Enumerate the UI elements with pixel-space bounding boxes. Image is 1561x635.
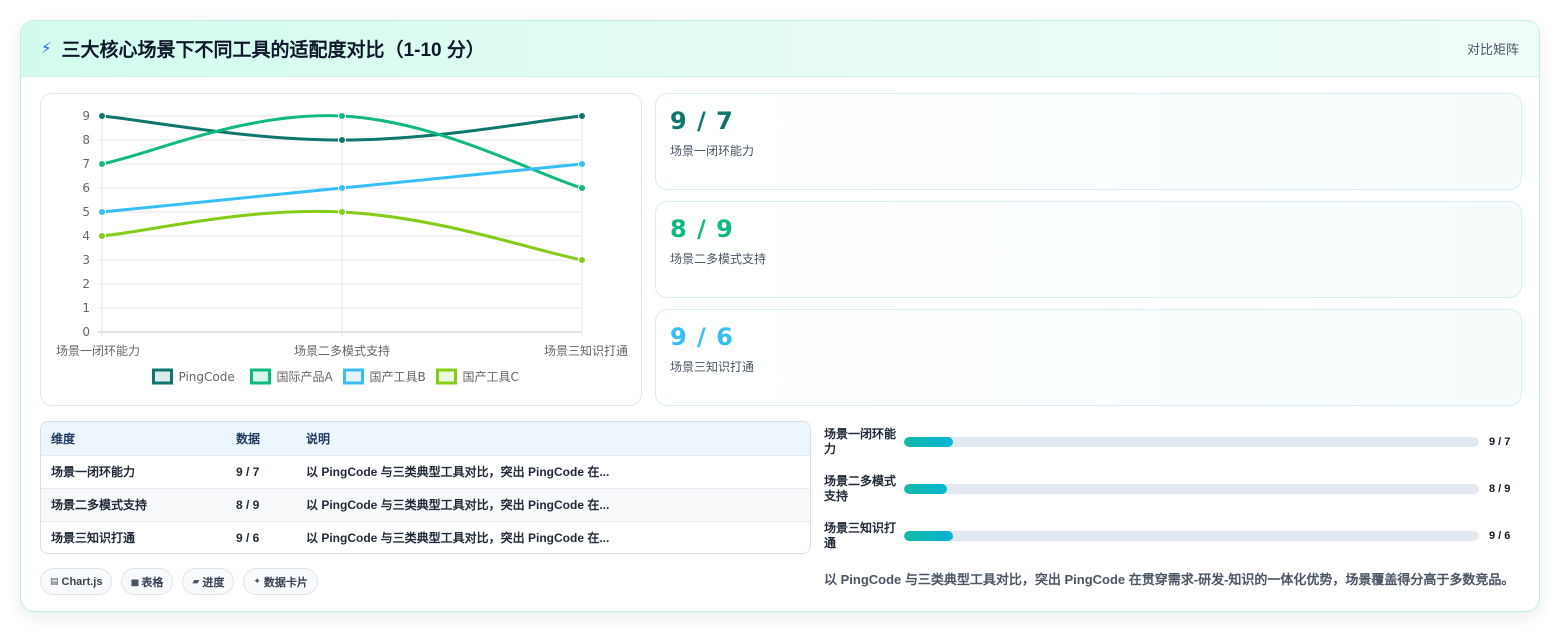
progress-value: 9 / 6 [1489, 530, 1511, 542]
summary-text: 以 PingCode 与三类典型工具对比，突出 PingCode 在贯穿需求-研… [824, 572, 1515, 587]
cell-note: 以 PingCode 与三类典型工具对比，突出 PingCode 在... [306, 465, 610, 479]
chip-progress: ▰ 进度 [182, 568, 235, 595]
legend-swatch [343, 368, 364, 385]
data-point [578, 160, 586, 168]
card-title: 三大核心场景下不同工具的适配度对比（1-10 分） [61, 40, 485, 61]
chip-data-card: ✦ 数据卡片 [243, 568, 318, 595]
progress-label: 场景二多模式支持 [824, 474, 897, 503]
progress-row: 场景一闭环能力 9 / 7 [824, 425, 1524, 457]
progress-track [904, 484, 1479, 494]
y-tick-label: 4 [82, 229, 90, 243]
card-header: ⚡ 三大核心场景下不同工具的适配度对比（1-10 分） 对比矩阵 [21, 21, 1539, 77]
progress-row: 场景二多模式支持 8 / 9 [824, 472, 1524, 504]
stat-label: 场景二多模式支持 [670, 252, 767, 266]
column-header-note: 说明 [306, 431, 331, 446]
data-point [578, 184, 586, 192]
legend-label: 国际产品A [277, 370, 334, 384]
stat-value: 9 / 6 [670, 323, 734, 351]
cell-dimension: 场景二多模式支持 [51, 498, 148, 512]
matrix-label: 对比矩阵 [1466, 42, 1519, 57]
progress-row: 场景三知识打通 9 / 6 [824, 519, 1524, 551]
table-icon: ▅ [131, 576, 139, 586]
legend-swatch [436, 368, 457, 385]
line-chart-panel: 0 1 2 3 4 5 6 7 8 9 场景一闭环能力 场景二多模式支持 场景三知识打通 PingCode… [40, 93, 642, 406]
chip-chartjs: ▤ Chart.js [40, 568, 113, 595]
legend-swatch [152, 368, 173, 385]
comparison-card: ⚡ 三大核心场景下不同工具的适配度对比（1-10 分） 对比矩阵 0 1 2 3 4 5 6… [20, 20, 1540, 612]
cell-data: 8 / 9 [236, 497, 260, 512]
lightning-icon: ⚡ [41, 40, 52, 57]
data-point [98, 112, 106, 120]
stat-value: 9 / 7 [670, 107, 734, 135]
progress-fill [904, 437, 953, 447]
stat-label: 场景一闭环能力 [670, 144, 755, 158]
table-row: 场景三知识打通 9 / 6 以 PingCode 与三类典型工具对比，突出 Pi… [41, 521, 810, 553]
progress-track [904, 531, 1479, 541]
data-point [98, 208, 106, 216]
progress-label: 场景三知识打通 [824, 521, 897, 550]
table-row: 场景一闭环能力 9 / 7 以 PingCode 与三类典型工具对比，突出 Pi… [41, 455, 810, 488]
data-point [578, 112, 586, 120]
y-tick-label: 5 [82, 205, 90, 219]
progress-fill [904, 531, 953, 541]
stat-card-scene-3: 9 / 6 场景三知识打通 [655, 309, 1522, 406]
y-tick-label: 2 [82, 277, 90, 291]
progress-fill [904, 484, 948, 494]
chip-table: ▅ 表格 [121, 568, 174, 595]
chip-label: 进度 [202, 576, 225, 589]
chip-label: Chart.js [61, 575, 103, 588]
x-tick-label: 场景二多模式支持 [294, 343, 390, 358]
data-table: 维度 数据 说明 场景一闭环能力 9 / 7 以 PingCode 与三类典型工… [40, 421, 811, 554]
x-tick-label: 场景一闭环能力 [56, 344, 140, 358]
progress-icon: ▰ [192, 576, 200, 586]
data-point [338, 136, 346, 144]
table-row: 场景二多模式支持 8 / 9 以 PingCode 与三类典型工具对比，突出 P… [41, 488, 810, 521]
chip-label: 数据卡片 [263, 576, 308, 589]
table-header-row: 维度 数据 说明 [41, 422, 810, 455]
stat-card-scene-2: 8 / 9 场景二多模式支持 [655, 201, 1522, 298]
legend-swatch [250, 368, 271, 385]
y-tick-label: 7 [82, 157, 90, 171]
cell-note: 以 PingCode 与三类典型工具对比，突出 PingCode 在... [306, 498, 610, 512]
x-tick-label: 场景三知识打通 [544, 344, 628, 358]
stat-label: 场景三知识打通 [670, 360, 755, 374]
cell-note: 以 PingCode 与三类典型工具对比，突出 PingCode 在... [306, 531, 610, 546]
cell-data: 9 / 6 [236, 530, 260, 545]
progress-value: 9 / 7 [1489, 436, 1511, 448]
data-point [98, 232, 106, 240]
progress-track [904, 437, 1479, 447]
y-tick-label: 6 [82, 181, 90, 195]
stat-card-scene-1: 9 / 7 场景一闭环能力 [655, 93, 1522, 190]
column-header-dimension: 维度 [51, 431, 76, 446]
sparkle-icon: ✦ [253, 576, 261, 586]
cell-dimension: 场景三知识打通 [51, 531, 136, 546]
column-header-data: 数据 [236, 431, 261, 446]
stat-value: 8 / 9 [670, 215, 734, 243]
y-tick-label: 0 [82, 325, 90, 339]
chart-icon: ▤ [50, 576, 59, 586]
legend-label: 国产工具C [463, 370, 519, 384]
legend-label: PingCode [179, 370, 235, 384]
legend-label: 国产工具B [370, 370, 426, 384]
progress-value: 8 / 9 [1489, 483, 1511, 495]
data-point [98, 160, 106, 168]
y-tick-label: 1 [82, 301, 90, 315]
cell-data: 9 / 7 [236, 464, 260, 479]
tech-chips: ▤ Chart.js ▅ 表格 ▰ 进度 ✦ 数据卡片 [40, 568, 318, 595]
y-tick-label: 9 [82, 109, 90, 123]
data-point [338, 208, 346, 216]
data-point [338, 112, 346, 120]
data-point [578, 256, 586, 264]
line-chart: 0 1 2 3 4 5 6 7 8 9 场景一闭环能力 场景二多模式支持 场景三知识打通 PingCode… [56, 109, 628, 385]
progress-label: 场景一闭环能力 [824, 427, 897, 456]
data-point [338, 184, 346, 192]
y-tick-label: 8 [82, 133, 90, 147]
chip-label: 表格 [141, 576, 164, 589]
y-tick-label: 3 [82, 253, 90, 267]
cell-dimension: 场景一闭环能力 [51, 465, 136, 479]
